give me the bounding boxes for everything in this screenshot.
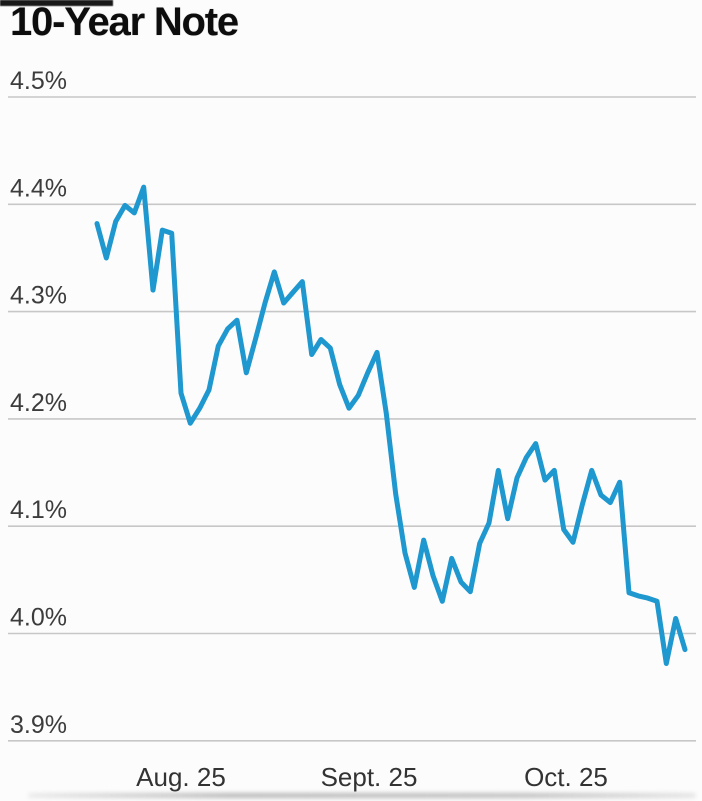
y-tick-label: 4.5% — [10, 67, 67, 95]
y-tick-label: 4.0% — [10, 604, 67, 632]
photo-edge-artifact-top — [0, 0, 113, 6]
chart-title: 10-Year Note — [10, 0, 239, 44]
y-tick-label: 4.2% — [10, 389, 67, 417]
y-tick-label: 4.1% — [10, 496, 67, 524]
y-tick-label: 4.3% — [10, 282, 67, 310]
x-tick-label: Aug. 25 — [136, 762, 226, 792]
y-tick-label: 4.4% — [10, 174, 67, 202]
x-tick-label: Oct. 25 — [524, 762, 608, 792]
yield-line — [94, 184, 688, 666]
x-tick-label: Sept. 25 — [321, 762, 418, 792]
y-tick-label: 3.9% — [10, 711, 67, 739]
photo-edge-artifact-bottom — [28, 793, 696, 798]
